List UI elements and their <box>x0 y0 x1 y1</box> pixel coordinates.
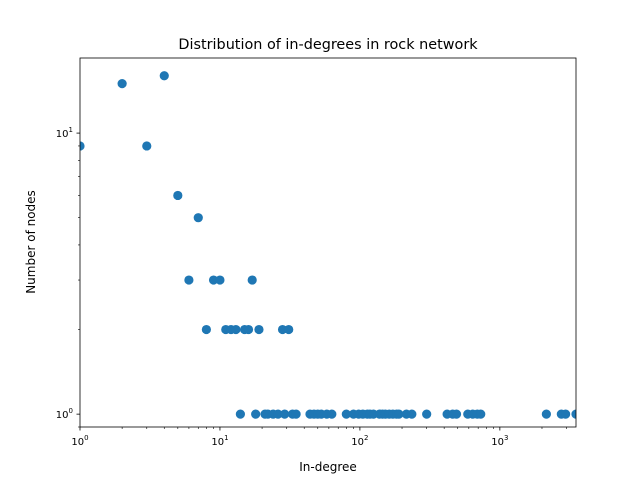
data-point <box>235 409 245 419</box>
x-tick-label-exponent: 3 <box>504 434 508 442</box>
y-tick-label-base: 10 <box>56 410 69 421</box>
data-point <box>184 275 194 285</box>
data-point <box>142 141 152 151</box>
y-tick-label-exponent: 1 <box>69 126 73 134</box>
data-point <box>407 409 417 419</box>
data-point <box>251 409 261 419</box>
data-point <box>117 79 127 89</box>
data-point <box>247 275 257 285</box>
data-point <box>280 409 290 419</box>
x-tick-label: 102 <box>351 434 368 448</box>
data-point <box>291 409 301 419</box>
x-tick-label-exponent: 1 <box>224 434 228 442</box>
data-point <box>254 324 264 335</box>
data-point <box>193 213 203 223</box>
x-tick-label: 100 <box>71 434 88 448</box>
y-axis-label: Number of nodes <box>24 190 38 294</box>
data-point <box>80 141 85 151</box>
x-tick-label-base: 10 <box>71 437 84 448</box>
data-point <box>476 409 486 419</box>
y-tick-label: 101 <box>56 126 73 140</box>
data-point <box>201 324 211 335</box>
data-point <box>561 409 571 419</box>
data-point <box>215 275 225 285</box>
data-point <box>394 409 404 419</box>
data-point <box>284 324 294 335</box>
x-tick-label-exponent: 2 <box>364 434 368 442</box>
data-point <box>231 324 241 335</box>
data-point <box>327 409 337 419</box>
x-axis-label: In-degree <box>299 460 357 474</box>
data-point <box>422 409 432 419</box>
data-point <box>451 409 462 419</box>
data-point <box>243 324 254 335</box>
data-point <box>273 409 283 419</box>
data-points <box>80 71 576 419</box>
y-tick-label-exponent: 0 <box>69 407 73 415</box>
x-tick-label-base: 10 <box>211 437 224 448</box>
data-point <box>208 275 219 285</box>
x-tick-label-base: 10 <box>351 437 364 448</box>
x-tick-label-base: 10 <box>491 437 504 448</box>
plot-frame <box>79 57 577 428</box>
y-tick-label-base: 10 <box>56 129 69 140</box>
x-tick-label: 101 <box>211 434 228 448</box>
x-tick-label: 103 <box>491 434 508 448</box>
data-point <box>571 409 576 419</box>
chart-title: Distribution of in-degrees in rock netwo… <box>178 37 478 53</box>
y-tick-label: 100 <box>56 407 73 421</box>
data-point <box>173 190 183 201</box>
x-tick-label-exponent: 0 <box>84 434 88 442</box>
data-point <box>159 71 169 81</box>
data-point <box>541 409 551 419</box>
data-point <box>341 409 351 419</box>
